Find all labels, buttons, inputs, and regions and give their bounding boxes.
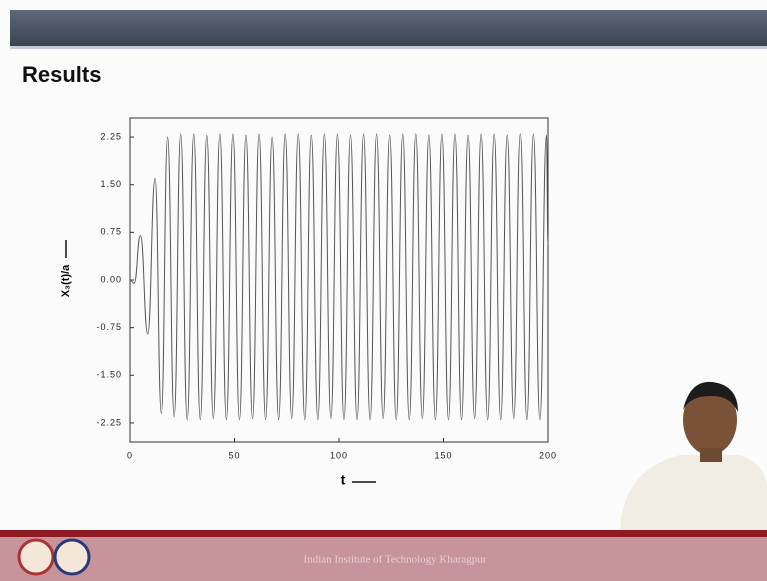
x-tick-label: 200 [539,450,557,460]
y-tick-label: 0.00 [100,274,122,284]
y-tick-label: 1.50 [100,179,122,189]
y-axis-label: X₃(t)/a [60,264,72,297]
logo [55,540,89,574]
x-tick-label: 150 [434,450,452,460]
x-tick-label: 0 [127,450,133,460]
x-axis-label: t [341,472,346,488]
header-rule [10,46,767,49]
y-tick-label: -1.50 [96,370,122,380]
footer-stripe [0,530,767,537]
slide-title: Results [22,62,101,87]
slide: Results Indian Institute of Technology K… [0,0,767,581]
y-tick-label: -2.25 [96,417,122,427]
y-tick-label: 0.75 [100,227,122,237]
footer-text: Indian Institute of Technology Kharagpur [304,554,487,566]
x-tick-label: 50 [228,450,240,460]
y-tick-label: 2.25 [100,131,122,141]
y-tick-label: -0.75 [96,322,122,332]
x-tick-label: 100 [330,450,348,460]
header-bar [10,10,767,46]
logo [19,540,53,574]
